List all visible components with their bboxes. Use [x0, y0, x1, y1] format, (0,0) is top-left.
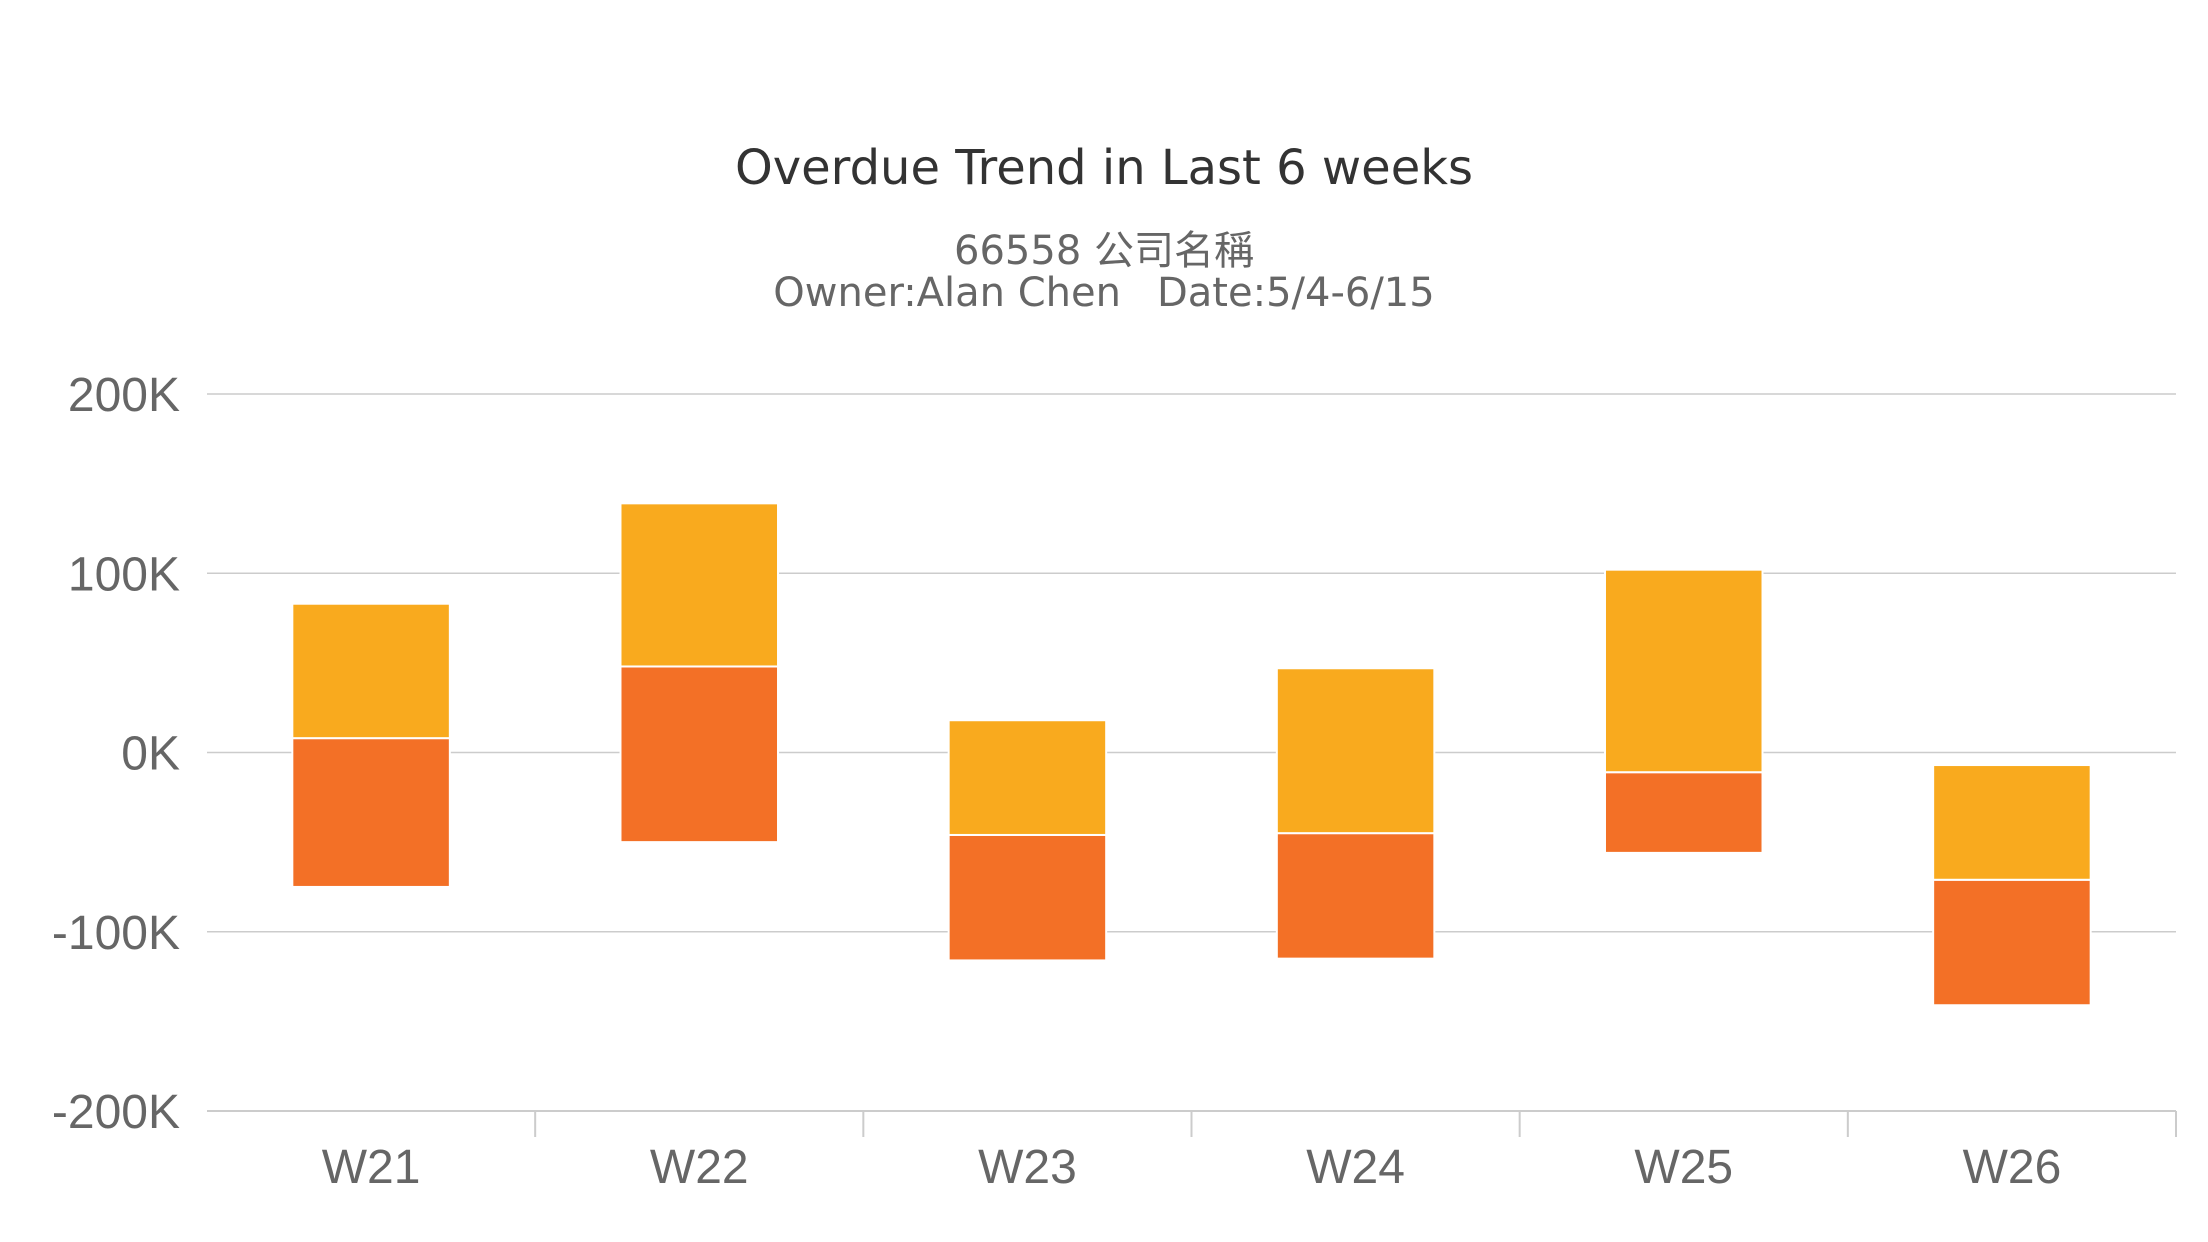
bars [291, 502, 2092, 1007]
chart-subtitle-company: 66558 公司名稱 [954, 228, 1254, 274]
bar-segment [1932, 764, 2092, 881]
bar-segment [619, 665, 780, 844]
y-tick-label: -100K [52, 907, 180, 960]
chart-subtitle-owner-date: Owner:Alan Chen Date:5/4-6/15 [0, 270, 2208, 316]
bar-segment [1275, 832, 1436, 960]
chart-subtitle-date: Date:5/4-6/15 [1156, 270, 1435, 316]
bar-segment [291, 602, 451, 740]
x-axis-labels: W21 W22 W23 W24 W25 W26 [322, 1141, 2062, 1194]
x-tick-label: W21 [322, 1141, 421, 1194]
chart-subtitle-owner: Owner:Alan Chen [773, 270, 1121, 316]
y-axis-labels: 200K 100K 0K -100K -200K [52, 369, 180, 1139]
x-axis [207, 1110, 2177, 1137]
x-tick-label: W25 [1634, 1141, 1733, 1194]
chart-title: Overdue Trend in Last 6 weeks [734, 140, 1474, 196]
bar-segment [1932, 878, 2092, 1007]
y-tick-label: -200K [52, 1086, 180, 1139]
y-tick-label: 100K [68, 548, 180, 601]
x-tick-label: W26 [1963, 1141, 2062, 1194]
x-tick-label: W23 [978, 1141, 1077, 1194]
bar-segment [1275, 667, 1436, 835]
bar-segment [1603, 568, 1764, 774]
x-tick-label: W22 [650, 1141, 749, 1194]
bar-segment [947, 719, 1108, 836]
y-tick-label: 0K [121, 728, 180, 781]
bar-segment [947, 833, 1108, 962]
bar-segment [619, 502, 780, 668]
bar-segment [291, 737, 451, 888]
bar-segment [1603, 771, 1764, 854]
gridlines [207, 393, 2176, 933]
x-tick-label: W24 [1306, 1141, 1405, 1194]
y-tick-label: 200K [68, 369, 180, 422]
